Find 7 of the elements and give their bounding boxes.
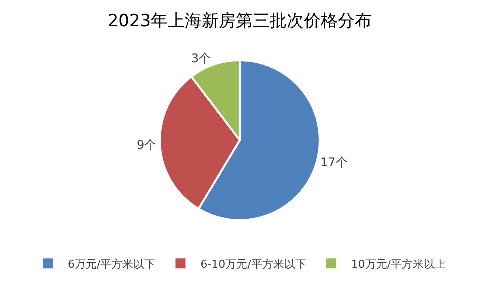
legend-label: 10万元/平方米以上: [351, 258, 446, 271]
legend-label: 6-10万元/平方米以下: [200, 258, 306, 271]
chart-title: 2023年上海新房第三批次价格分布: [108, 11, 372, 32]
legend-label: 6万元/平方米以下: [68, 258, 156, 271]
data-label: 17个: [320, 155, 348, 170]
data-label: 3个: [191, 51, 211, 66]
data-label: 9个: [137, 138, 157, 152]
